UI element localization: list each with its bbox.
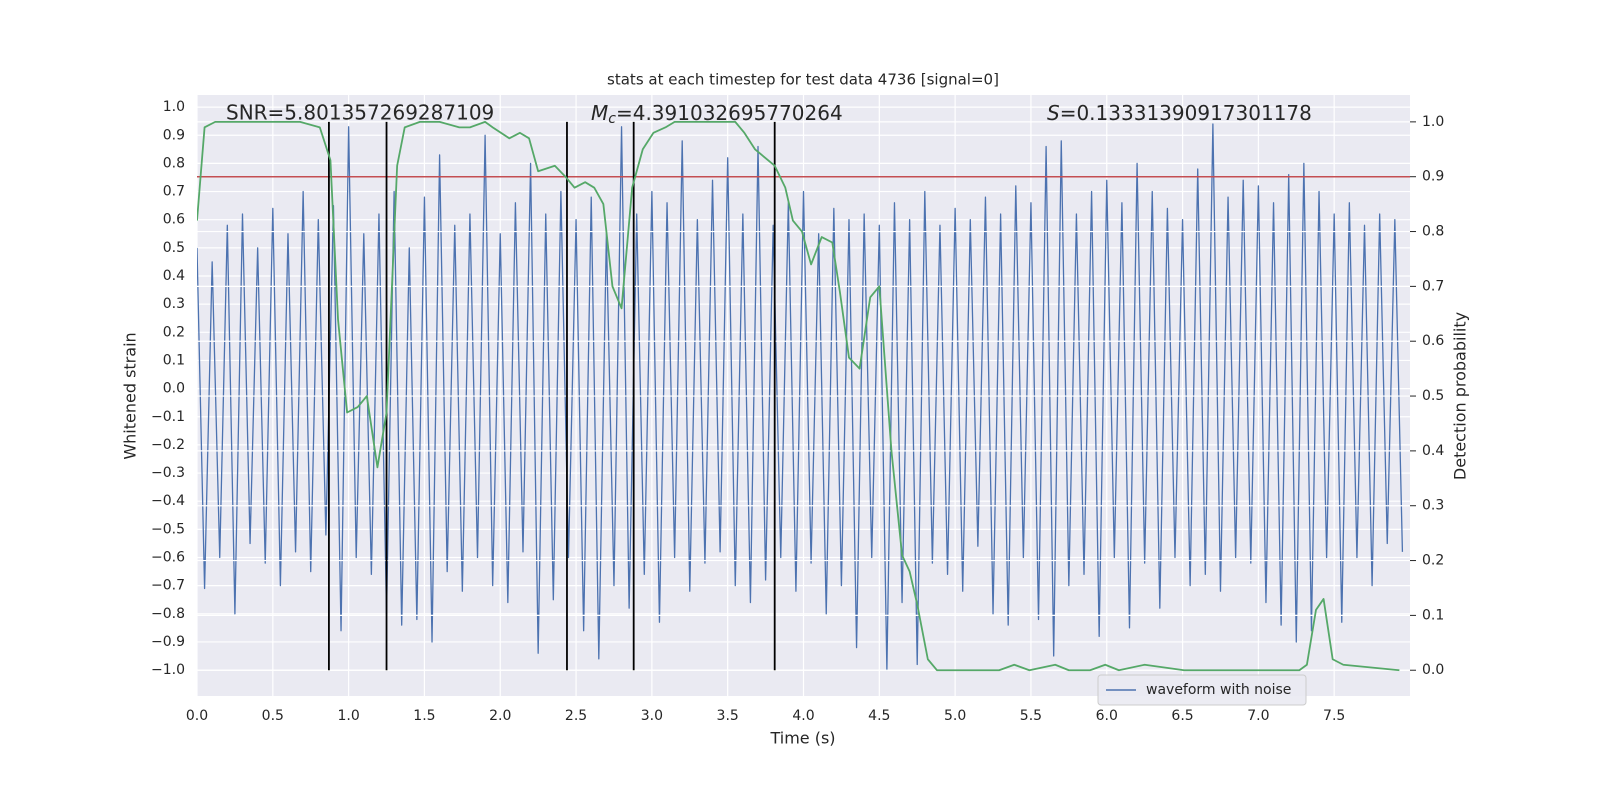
annotation: S=0.13331390917301178 — [1047, 101, 1312, 125]
x-tick-label: 1.0 — [337, 708, 359, 724]
y-tick-label: −1.0 — [151, 662, 185, 678]
y-tick-label: 0.8 — [163, 155, 185, 171]
y-tick-label: 1.0 — [163, 99, 185, 115]
x-tick-label: 6.0 — [1096, 708, 1118, 724]
y2-tick-label: 0.6 — [1422, 333, 1444, 349]
y-tick-label: 0.0 — [163, 381, 185, 397]
y-tick-label: 0.3 — [163, 296, 185, 312]
x-tick-label: 7.0 — [1247, 708, 1269, 724]
y-tick-label: −0.8 — [151, 606, 185, 622]
x-axis-label: Time (s) — [769, 729, 835, 748]
x-tick-label: 6.5 — [1171, 708, 1193, 724]
y-tick-label: −0.3 — [151, 465, 185, 481]
y-axis-label: Whitened strain — [121, 332, 140, 459]
y2-tick-label: 0.2 — [1422, 553, 1444, 569]
annotation: Mc=4.391032695770264 — [591, 101, 843, 128]
x-tick-label: 5.0 — [944, 708, 966, 724]
y2-tick-label: 0.7 — [1422, 278, 1444, 294]
y-tick-label: −0.9 — [151, 634, 185, 650]
y-tick-label: −0.7 — [151, 578, 185, 594]
y-tick-label: −0.2 — [151, 437, 185, 453]
x-tick-label: 4.0 — [792, 708, 814, 724]
annotation-text: =0.13331390917301178 — [1060, 101, 1312, 125]
x-tick-label: 3.5 — [717, 708, 739, 724]
data-line — [197, 120, 1400, 672]
y2-tick-label: 0.5 — [1422, 388, 1444, 404]
y2-tick-label: 0.8 — [1422, 224, 1444, 240]
legend-label: waveform with noise — [1146, 682, 1291, 698]
x-tick-label: 0.5 — [262, 708, 284, 724]
annotation-symbol: M — [591, 101, 608, 125]
data-line — [197, 123, 1404, 671]
x-tick-label: 7.5 — [1323, 708, 1345, 724]
y2-axis-label: Detection probability — [1451, 312, 1470, 480]
x-tick-label: 1.5 — [413, 708, 435, 724]
y2-tick-label: 0.4 — [1422, 443, 1444, 459]
y2-tick-label: 0.9 — [1422, 169, 1444, 185]
axes: 0.0 0.5 1.0 1.5 2.0 2.5 3.0 3.5 4.0 4.5 5.0 5.5 6.0 6… — [151, 99, 1444, 724]
y-tick-label: 0.5 — [163, 240, 185, 256]
legend: waveform with noise — [1097, 674, 1307, 706]
y-tick-label: −0.1 — [151, 409, 185, 425]
chart-title: stats at each timestep for test data 473… — [607, 71, 999, 89]
y-tick-label: −0.5 — [151, 521, 185, 537]
x-tick-label: 4.5 — [868, 708, 890, 724]
plot-area — [197, 120, 1410, 672]
legend-box — [1097, 674, 1307, 706]
y-tick-label: 0.9 — [163, 127, 185, 143]
y2-tick-label: 0.0 — [1422, 662, 1444, 678]
y-tick-label: 0.4 — [163, 268, 185, 284]
y-tick-label: 0.7 — [163, 184, 185, 200]
x-tick-label: 0.0 — [186, 708, 208, 724]
y-tick-label: 0.2 — [163, 324, 185, 340]
y2-tick-label: 0.1 — [1422, 607, 1444, 623]
x-tick-label: 2.5 — [565, 708, 587, 724]
y-tick-label: 0.1 — [163, 352, 185, 368]
y2-tick-label: 0.3 — [1422, 498, 1444, 514]
annotation-subscript: c — [608, 111, 616, 127]
y-tick-label: 0.6 — [163, 212, 185, 228]
y-tick-label: −0.4 — [151, 493, 185, 509]
annotation: SNR=5.801357269287109 — [226, 101, 494, 125]
y-tick-label: −0.6 — [151, 550, 185, 566]
y2-tick-label: 1.0 — [1422, 114, 1444, 130]
x-tick-label: 5.5 — [1020, 708, 1042, 724]
annotation-symbol: S — [1047, 101, 1060, 125]
x-tick-label: 3.0 — [641, 708, 663, 724]
annotation-text: =4.391032695770264 — [616, 101, 843, 125]
x-tick-label: 2.0 — [489, 708, 511, 724]
